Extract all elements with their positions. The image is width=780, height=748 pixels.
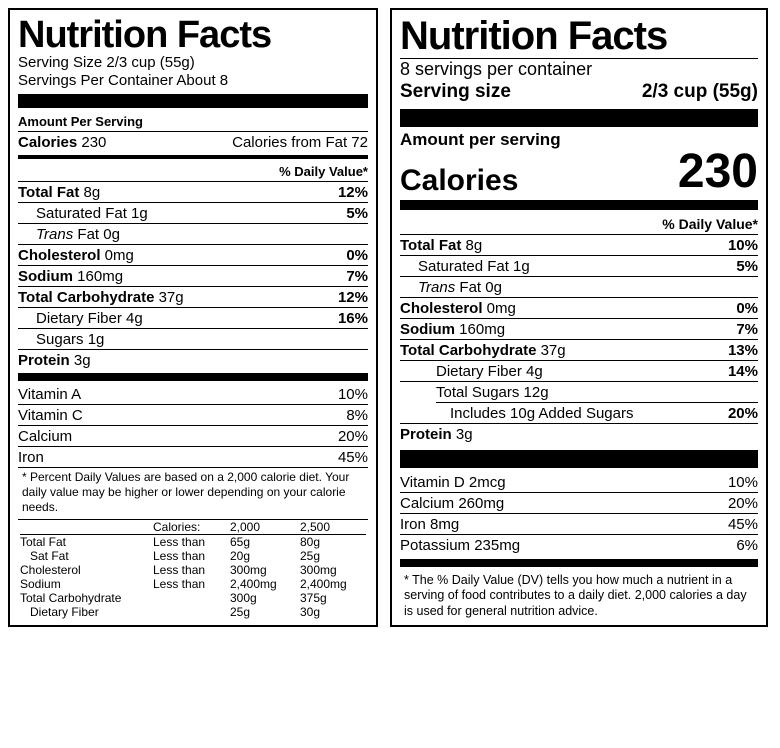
rule [18, 94, 368, 108]
title: Nutrition Facts [400, 16, 758, 56]
nutrient-row: Cholesterol 0mg0% [400, 298, 758, 318]
rule [18, 373, 368, 381]
nutrient-row: Cholesterol 0mg0% [18, 245, 368, 265]
servings-per: Servings Per Container About 8 [18, 72, 368, 90]
nutrient-row: Trans Fat 0g [400, 277, 758, 297]
nutrient-row: Dietary Fiber 4g16% [18, 308, 368, 328]
vitamin-row: Vitamin A10% [18, 384, 368, 404]
nutrient-row: Trans Fat 0g [18, 224, 368, 244]
nutrient-row: Sodium 160mg7% [400, 319, 758, 339]
vitamin-row: Iron45% [18, 447, 368, 467]
nutrition-label-old: Nutrition Facts Serving Size 2/3 cup (55… [8, 8, 378, 627]
footnote: * The % Daily Value (DV) tells you how m… [400, 571, 758, 620]
rule [400, 559, 758, 567]
nutrient-row: Total Fat 8g12% [18, 182, 368, 202]
title: Nutrition Facts [18, 16, 368, 54]
nutrient-row: Total Sugars 12g [400, 382, 758, 402]
calories-row: Calories 230 [400, 148, 758, 196]
vitamin-row: Potassium 235mg6% [400, 535, 758, 555]
rule [400, 109, 758, 127]
vitamin-row: Calcium 260mg20% [400, 493, 758, 513]
dv-header: % Daily Value* [400, 214, 758, 234]
amount-per-serving: Amount Per Serving [18, 112, 368, 131]
nutrient-row: Total Fat 8g10% [400, 235, 758, 255]
nutrient-row: Sodium 160mg7% [18, 266, 368, 286]
nutrient-row: Protein 3g [18, 350, 368, 370]
servings-per: 8 servings per container [400, 59, 758, 81]
nutrient-row: Sugars 1g [18, 329, 368, 349]
calories-row: Calories 230 Calories from Fat 72 [18, 132, 368, 152]
nutrient-row: Saturated Fat 1g5% [18, 203, 368, 223]
vitamin-row: Vitamin C8% [18, 405, 368, 425]
rule [18, 155, 368, 159]
footnote-table: Calories:2,0002,500Total FatLess than65g… [18, 520, 368, 619]
serving-size: Serving Size 2/3 cup (55g) [18, 54, 368, 72]
rule [400, 200, 758, 210]
nutrient-row: Total Carbohydrate 37g12% [18, 287, 368, 307]
footnote: * Percent Daily Values are based on a 2,… [18, 468, 368, 519]
serving-size-row: Serving size 2/3 cup (55g) [400, 81, 758, 103]
vitamin-row: Vitamin D 2mcg10% [400, 472, 758, 492]
rule [400, 450, 758, 468]
nutrient-row: Includes 10g Added Sugars20% [400, 403, 758, 423]
nutrient-row: Saturated Fat 1g5% [400, 256, 758, 276]
dv-header: % Daily Value* [18, 162, 368, 181]
nutrient-row: Total Carbohydrate 37g13% [400, 340, 758, 360]
nutrition-label-new: Nutrition Facts 8 servings per container… [390, 8, 768, 627]
nutrient-row: Dietary Fiber 4g14% [400, 361, 758, 381]
vitamin-row: Calcium20% [18, 426, 368, 446]
vitamin-row: Iron 8mg45% [400, 514, 758, 534]
nutrient-row: Protein 3g [400, 424, 758, 444]
